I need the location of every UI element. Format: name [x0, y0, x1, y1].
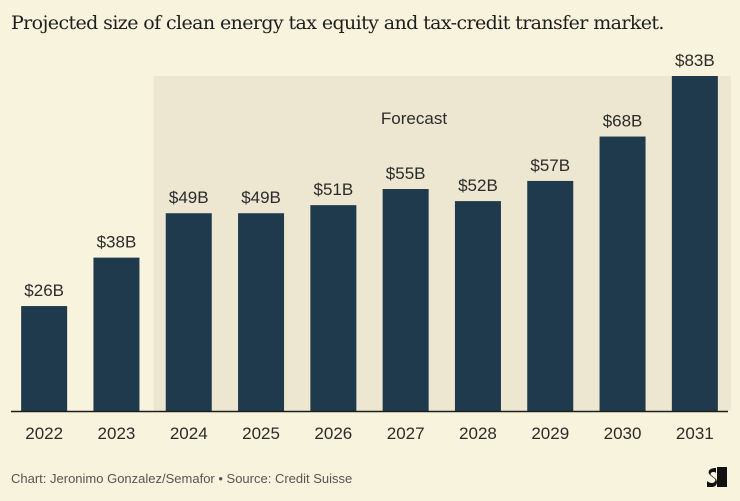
bar-2026	[310, 205, 357, 411]
data-label-2027: $55B	[386, 164, 426, 183]
bar-2031	[671, 76, 718, 411]
bar-2025	[238, 213, 285, 411]
data-label-2025: $49B	[241, 188, 281, 207]
data-label-2029: $57B	[530, 156, 570, 175]
x-tick-2023: 2023	[98, 424, 136, 443]
chart-credit: Chart: Jeronimo Gonzalez/Semafor • Sourc…	[11, 471, 353, 486]
data-label-2026: $51B	[313, 180, 353, 199]
x-tick-2027: 2027	[387, 424, 425, 443]
bar-2023	[93, 257, 140, 411]
bar-2024	[165, 213, 212, 411]
bar-2027	[382, 189, 429, 411]
bar-2029	[527, 180, 574, 411]
x-tick-2030: 2030	[604, 424, 642, 443]
chart-title: Projected size of clean energy tax equit…	[11, 12, 664, 34]
x-tick-2026: 2026	[314, 424, 352, 443]
data-label-2024: $49B	[169, 188, 209, 207]
forecast-label: Forecast	[381, 109, 447, 128]
x-tick-2025: 2025	[242, 424, 280, 443]
data-label-2031: $83B	[675, 51, 715, 70]
x-tick-2024: 2024	[170, 424, 208, 443]
semafor-logo-icon	[707, 467, 727, 487]
bar-2022	[21, 306, 68, 411]
x-tick-2022: 2022	[25, 424, 63, 443]
data-label-2030: $68B	[603, 112, 643, 131]
x-tick-2028: 2028	[459, 424, 497, 443]
data-label-2028: $52B	[458, 176, 498, 195]
x-tick-2029: 2029	[531, 424, 569, 443]
data-label-2023: $38B	[97, 233, 137, 252]
bar-2030	[599, 136, 646, 411]
x-tick-2031: 2031	[676, 424, 714, 443]
bar-2028	[454, 201, 501, 411]
data-label-2022: $26B	[24, 281, 64, 300]
